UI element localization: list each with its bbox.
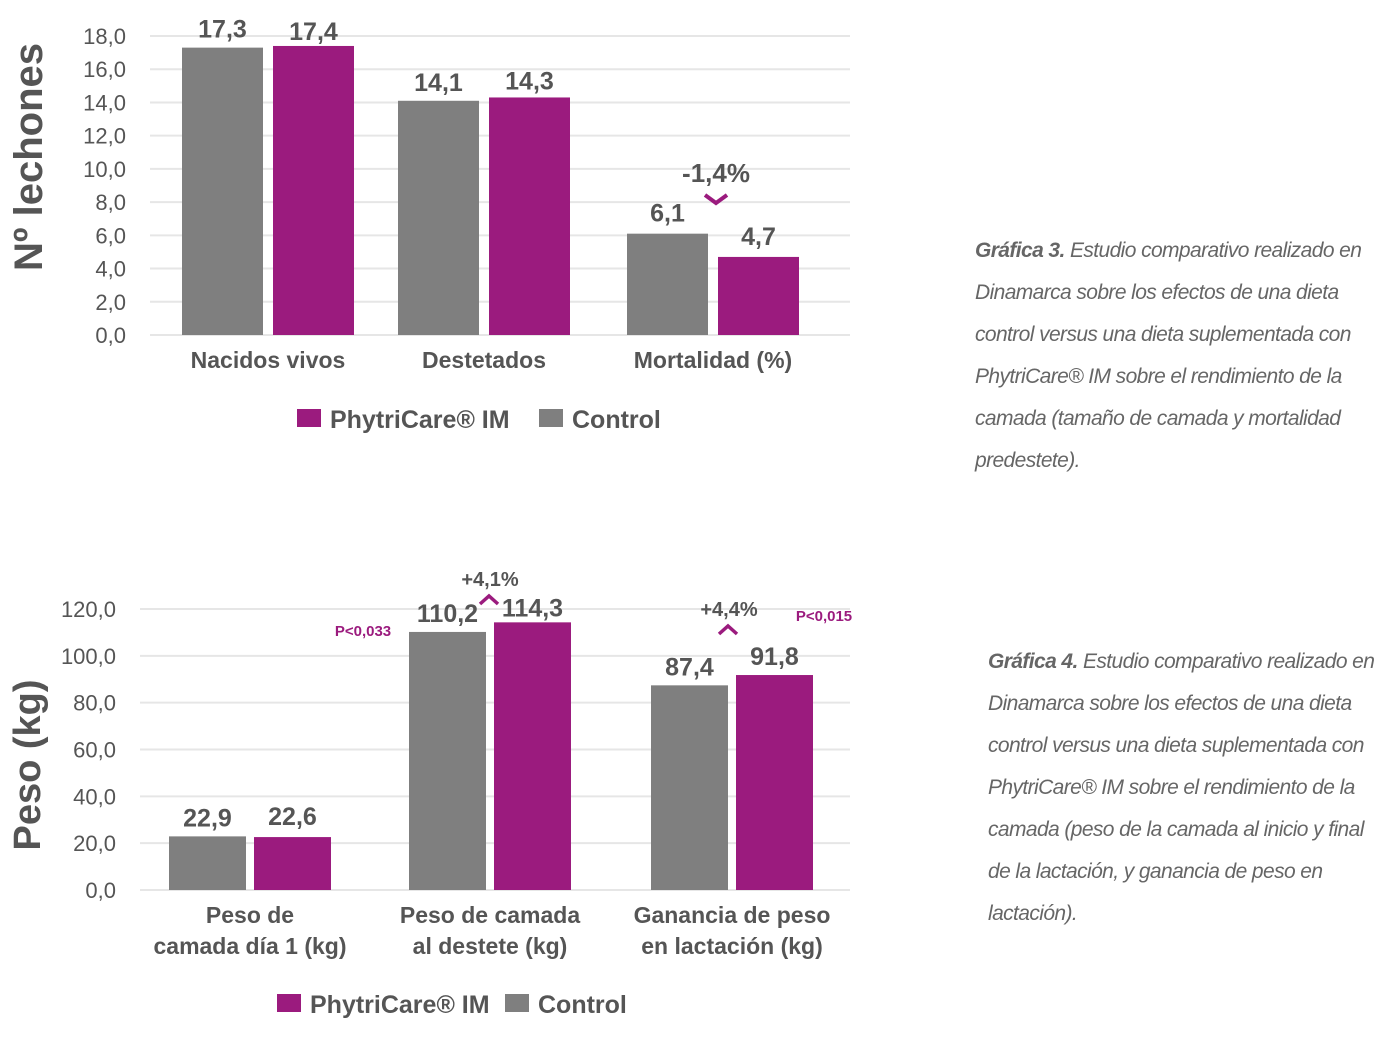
data-label-phytricare: 114,3 bbox=[502, 594, 563, 622]
legend-label-phytricare: PhytriCare® IM bbox=[310, 991, 490, 1019]
caption-label: Gráfica 4. bbox=[988, 650, 1078, 673]
category-label: Peso de bbox=[206, 902, 294, 928]
y-tick-label: 10,0 bbox=[83, 157, 126, 182]
bar-phytricare bbox=[494, 622, 571, 890]
data-label-control: 6,1 bbox=[650, 200, 685, 228]
bar-phytricare bbox=[254, 837, 331, 890]
caption-grafica-4: Gráfica 4. Estudio comparativo realizado… bbox=[988, 641, 1378, 935]
data-label-phytricare: 14,3 bbox=[505, 67, 554, 95]
y-tick-label: 60,0 bbox=[73, 738, 116, 763]
bar-control bbox=[182, 47, 263, 335]
bar-control bbox=[627, 233, 708, 335]
annotation-chevron-up-icon bbox=[478, 593, 500, 606]
y-axis-label: Nº lechones bbox=[7, 43, 51, 271]
data-label-control: 17,3 bbox=[198, 16, 247, 44]
y-tick-label: 6,0 bbox=[95, 223, 126, 248]
category-label: camada día 1 (kg) bbox=[153, 933, 346, 959]
y-axis-label: Peso (kg) bbox=[7, 679, 49, 850]
p-value-label: P<0,015 bbox=[796, 608, 852, 625]
y-tick-label: 0,0 bbox=[85, 878, 116, 903]
y-tick-label: 40,0 bbox=[73, 784, 116, 809]
bar-phytricare bbox=[273, 45, 354, 335]
annotation-chevron-down-icon bbox=[703, 193, 729, 206]
caption-text: Estudio comparativo realizado en Dinamar… bbox=[988, 650, 1375, 925]
category-label: Peso de camada bbox=[400, 902, 580, 928]
category-label: en lactación (kg) bbox=[641, 933, 822, 959]
y-tick-label: 4,0 bbox=[95, 257, 126, 282]
legend-label-phytricare: PhytriCare® IM bbox=[330, 406, 510, 434]
y-tick-label: 14,0 bbox=[83, 90, 126, 115]
data-label-control: 110,2 bbox=[417, 600, 478, 628]
data-label-phytricare: 4,7 bbox=[741, 223, 776, 251]
category-label: Destetados bbox=[422, 347, 546, 373]
chart-litter-size: 0,0 2,0 4,0 6,0 8,0 10,0 12,0 14,0 16,0 18,0 Nº le… bbox=[7, 16, 850, 434]
data-label-phytricare: 17,4 bbox=[289, 18, 338, 46]
data-label-control: 14,1 bbox=[414, 69, 463, 97]
chart-litter-weight: 0,0 20,0 40,0 60,0 80,0 100,0 120,0 Peso (kg) 22… bbox=[7, 569, 852, 1019]
bar-control bbox=[169, 836, 246, 890]
p-value-label: P<0,033 bbox=[335, 623, 391, 640]
annotation-label: +4,4% bbox=[700, 599, 757, 621]
y-tick-label: 2,0 bbox=[95, 290, 126, 315]
annotation-chevron-up-icon bbox=[717, 623, 739, 636]
legend-label-control: Control bbox=[572, 406, 661, 434]
y-tick-label: 120,0 bbox=[61, 597, 116, 622]
caption-grafica-3: Gráfica 3. Estudio comparativo realizado… bbox=[975, 230, 1375, 482]
category-label: al destete (kg) bbox=[413, 933, 568, 959]
data-label-phytricare: 91,8 bbox=[750, 643, 799, 671]
caption-text: Estudio comparativo realizado en Dinamar… bbox=[975, 239, 1362, 472]
bar-control bbox=[409, 631, 486, 890]
y-tick-label: 20,0 bbox=[73, 831, 116, 856]
category-label: Ganancia de peso bbox=[634, 902, 831, 928]
legend-label-control: Control bbox=[538, 991, 627, 1019]
bar-phytricare bbox=[718, 256, 799, 335]
y-tick-label: 100,0 bbox=[61, 644, 116, 669]
bar-phytricare bbox=[736, 675, 813, 890]
y-tick-label: 18,0 bbox=[83, 24, 126, 49]
legend-swatch-control bbox=[505, 994, 529, 1012]
data-label-phytricare: 22,6 bbox=[268, 803, 317, 831]
y-tick-label: 80,0 bbox=[73, 691, 116, 716]
legend-swatch-phytricare bbox=[297, 409, 321, 427]
legend-swatch-phytricare bbox=[277, 994, 301, 1012]
y-tick-label: 0,0 bbox=[95, 323, 126, 348]
y-tick-label: 8,0 bbox=[95, 190, 126, 215]
bar-control bbox=[398, 100, 479, 336]
annotation-label: +4,1% bbox=[461, 569, 518, 591]
category-label: Mortalidad (%) bbox=[634, 347, 792, 373]
caption-label: Gráfica 3. bbox=[975, 239, 1065, 262]
data-label-control: 87,4 bbox=[665, 653, 714, 681]
y-tick-label: 16,0 bbox=[83, 57, 126, 82]
bar-control bbox=[651, 685, 728, 890]
data-label-control: 22,9 bbox=[183, 804, 232, 832]
y-tick-label: 12,0 bbox=[83, 124, 126, 149]
annotation-label: -1,4% bbox=[682, 158, 750, 188]
legend-swatch-control bbox=[539, 409, 563, 427]
category-label: Nacidos vivos bbox=[191, 347, 346, 373]
bar-phytricare bbox=[489, 97, 570, 335]
